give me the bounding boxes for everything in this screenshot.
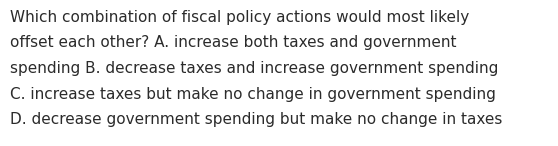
Text: offset each other? A. increase both taxes and government: offset each other? A. increase both taxe…: [10, 35, 456, 51]
Text: D. decrease government spending but make no change in taxes: D. decrease government spending but make…: [10, 112, 502, 127]
Text: spending B. decrease taxes and increase government spending: spending B. decrease taxes and increase …: [10, 61, 498, 76]
Text: Which combination of fiscal policy actions would most likely: Which combination of fiscal policy actio…: [10, 10, 469, 25]
Text: C. increase taxes but make no change in government spending: C. increase taxes but make no change in …: [10, 86, 496, 101]
